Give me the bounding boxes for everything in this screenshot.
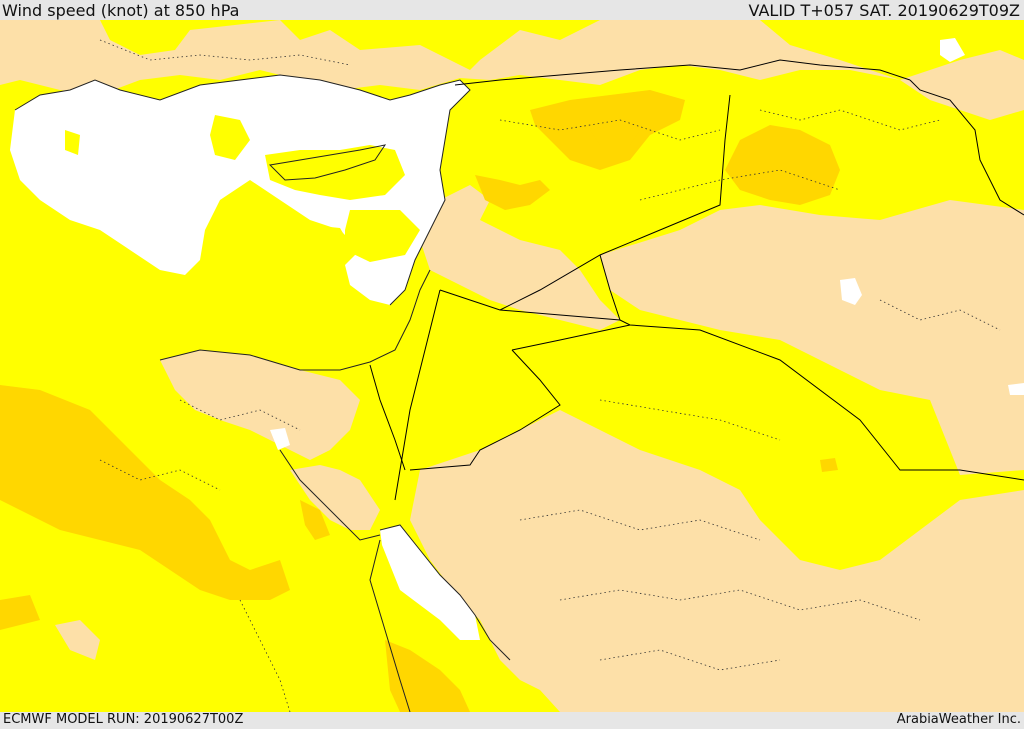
sea-moderate-patches bbox=[0, 115, 420, 262]
footer-bar: ECMWF MODEL RUN: 20190627T00Z ArabiaWeat… bbox=[0, 712, 1024, 729]
valid-time: VALID T+057 SAT. 20190629T09Z bbox=[748, 1, 1020, 20]
wind-speed-map-svg bbox=[0, 20, 1024, 712]
credit-label: ArabiaWeather Inc. bbox=[896, 712, 1021, 727]
national-borders bbox=[369, 59, 1024, 501]
province-lines bbox=[99, 39, 1001, 712]
header-bar: Wind speed (knot) at 850 hPa VALID T+057… bbox=[0, 0, 1024, 20]
strong-wind-areas bbox=[0, 90, 840, 712]
map-title: Wind speed (knot) at 850 hPa bbox=[2, 1, 240, 20]
coastlines bbox=[14, 74, 511, 712]
wind-map[interactable] bbox=[0, 20, 1024, 712]
calm-areas bbox=[10, 38, 1024, 640]
model-run-label: ECMWF MODEL RUN: 20190627T00Z bbox=[3, 712, 244, 727]
